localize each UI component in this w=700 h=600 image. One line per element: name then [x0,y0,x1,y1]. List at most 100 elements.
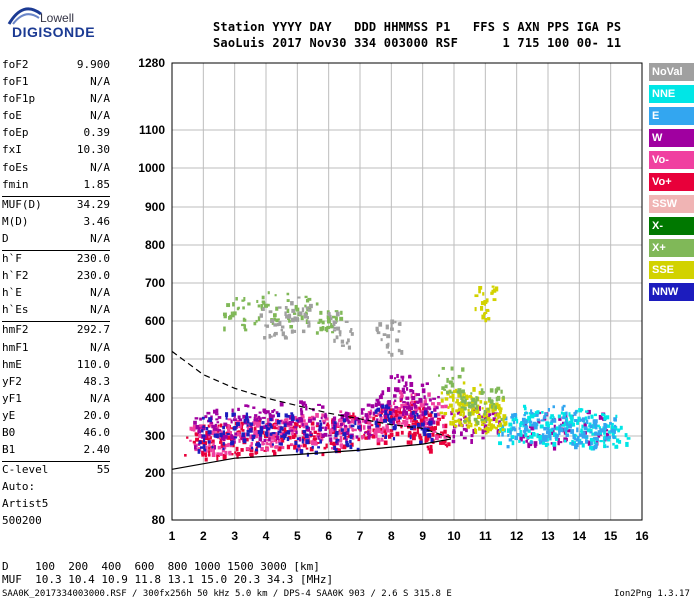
echo-speckle [252,421,256,426]
echo-speckle [572,422,575,427]
echo-speckle [594,431,598,436]
param-value: 2.40 [83,443,111,457]
echo-speckle [322,421,326,425]
echo-speckle [528,442,533,446]
echo-speckle [463,406,467,411]
echo-speckle [343,424,348,428]
echo-speckle [291,432,294,436]
echo-speckle [194,417,199,420]
echo-speckle [291,308,296,313]
y-tick-label: 500 [145,352,165,366]
echo-speckle [462,402,466,405]
param-value: 0.39 [83,126,111,140]
echo-speckle [603,440,606,444]
echo-speckle [388,411,392,416]
echo-speckle [251,434,256,437]
echo-point-nne [508,422,513,427]
echo-speckle [457,393,461,398]
echo-speckle [318,426,323,432]
echo-speckle [534,411,538,416]
echo-speckle [413,405,418,409]
echo-speckle [441,386,445,390]
echo-speckle [427,433,432,438]
echo-speckle [475,409,480,414]
echo-speckle [268,333,271,339]
echo-speckle [440,431,444,434]
echo-speckle [344,413,347,418]
echo-speckle [293,425,298,429]
echo-speckle [566,429,571,433]
echo-speckle [539,439,542,445]
echo-speckle [230,440,235,445]
echo-speckle [250,441,254,445]
echo-speckle [327,434,332,437]
echo-speckle [563,439,567,443]
echo-speckle [606,445,609,448]
echo-speckle [207,453,211,457]
echo-speckle [281,419,284,425]
echo-speckle [552,441,557,447]
echo-speckle [482,292,485,296]
echo-speckle [207,438,212,443]
param-label: yF1 [2,391,22,405]
echo-speckle [402,391,406,394]
echo-speckle [444,443,448,447]
echo-speckle [492,288,497,293]
echo-speckle [564,431,568,434]
echo-speckle [382,426,385,431]
echo-speckle [401,387,405,393]
echo-speckle [197,443,201,446]
echo-speckle [381,390,385,396]
echo-speckle [439,441,442,445]
echo-speckle [550,420,554,423]
echo-speckle [367,435,371,440]
echo-speckle [212,447,215,453]
echo-speckle [494,286,499,292]
echo-speckle [581,443,585,448]
echo-speckle [522,423,525,426]
echo-speckle [263,425,267,430]
echo-speckle [223,314,227,319]
echo-speckle [471,408,474,413]
echo-speckle [392,401,396,406]
echo-speckle [416,413,419,417]
echo-speckle [472,387,476,392]
echo-speckle [192,424,197,430]
echo-speckle [463,420,467,423]
echo-speckle [303,401,306,405]
echo-speckle [489,403,492,408]
echo-speckle [323,446,327,450]
echo-speckle [421,403,425,407]
echo-speckle [262,408,266,413]
echo-speckle [428,407,432,411]
echo-speckle [273,408,276,412]
echo-speckle [244,328,248,332]
y-tick-label: 800 [145,238,165,252]
echo-speckle [238,424,242,429]
echo-speckle [457,402,460,406]
echo-speckle [237,415,241,419]
echo-speckle [489,423,493,429]
param-row-foes: foEs N/A [2,161,110,178]
echo-speckle [361,416,365,421]
echo-speckle [551,427,555,431]
echo-speckle [286,414,290,418]
echo-speckle [532,421,537,427]
echo-speckle [503,421,507,427]
echo-speckle [480,418,485,422]
echo-speckle [555,433,559,437]
echo-speckle [201,416,205,420]
echo-speckle [397,348,401,353]
echo-speckle [470,434,474,438]
echo-speckle [594,437,598,441]
echo-speckle [576,419,580,425]
param-label: fxI [2,143,22,157]
echo-speckle [280,325,285,329]
param-row-hme: hmE 110.0 [2,358,110,375]
param-value: N/A [90,160,110,174]
echo-speckle [319,432,323,438]
echo-speckle [605,429,609,432]
echo-speckle [262,430,265,435]
echo-speckle [410,425,414,431]
